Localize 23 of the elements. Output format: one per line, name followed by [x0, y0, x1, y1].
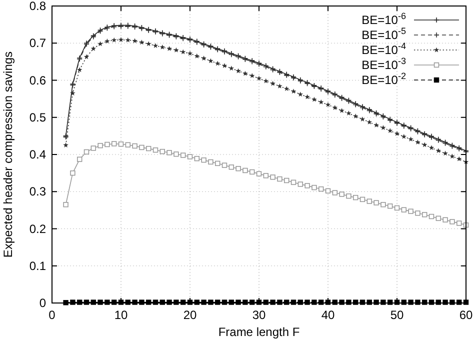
legend-label: BE=10$^{-6}$: [362, 11, 406, 27]
y-axis-title: Expected header compression savings: [1, 51, 15, 258]
x-tick-label: 30: [252, 308, 266, 322]
y-tick-label: 0.1: [29, 258, 46, 273]
y-tick-label: 0.7: [29, 36, 46, 50]
legend-label: BE=10$^{-3}$: [362, 56, 406, 72]
y-tick-label: 0.8: [29, 0, 46, 13]
x-tick-label: 40: [321, 308, 335, 322]
y-tick-label: 0: [39, 296, 46, 310]
y-tick-label: 0.4: [29, 148, 46, 162]
x-axis-title: Frame length F: [218, 325, 300, 339]
x-tick-label: 20: [183, 308, 197, 322]
y-tick-label: 0.6: [29, 73, 46, 88]
legend-label: BE=10$^{-5}$: [362, 26, 406, 42]
x-tick-label: 60: [459, 308, 473, 322]
y-tick-label: 0.5: [29, 110, 46, 124]
x-tick-label: 10: [114, 308, 128, 322]
legend-label: BE=10$^{-4}$: [362, 41, 406, 57]
x-tick-label: 50: [390, 308, 404, 322]
y-tick-label: 0.3: [29, 184, 46, 199]
x-tick-label: 0: [48, 308, 56, 322]
legend-label: BE=10$^{-2}$: [362, 71, 406, 87]
y-tick-label: 0.2: [29, 222, 46, 236]
